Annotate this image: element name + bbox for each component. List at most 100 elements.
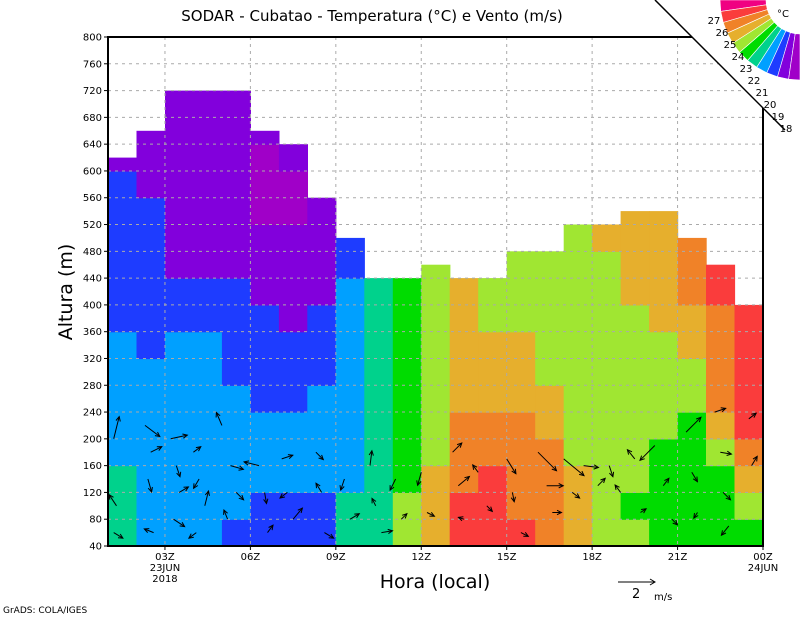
wind-arrow <box>546 483 565 489</box>
temperature-cell <box>165 438 195 467</box>
temperature-cell <box>250 304 280 333</box>
temperature-cell <box>535 251 565 279</box>
x-tick-label: 15Z <box>497 552 517 563</box>
temperature-cell <box>449 492 479 520</box>
temperature-cell <box>193 331 223 360</box>
temperature-cell <box>165 385 195 413</box>
wind-arrow-head <box>387 528 394 535</box>
wind-arrow <box>235 492 245 501</box>
temperature-cell <box>478 358 508 386</box>
temperature-cell <box>620 385 650 413</box>
wind-arrow <box>552 509 563 516</box>
wind-arrow <box>720 525 730 537</box>
temperature-cell <box>193 90 223 118</box>
temperature-cell <box>193 385 223 413</box>
wind-arrow-shaft <box>571 492 580 499</box>
wind-arrow-shaft <box>150 446 163 453</box>
wind-arrow-head <box>183 486 190 492</box>
wind-arrow <box>751 455 758 466</box>
temperature-cell <box>734 358 763 386</box>
temperature-cell <box>364 465 394 493</box>
wind-arrow-head <box>318 454 325 461</box>
wind-arrow-shaft <box>235 492 244 501</box>
temperature-cell <box>421 465 451 493</box>
x-tick-label: 09Z <box>326 552 346 563</box>
temperature-cell <box>136 278 166 306</box>
wind-reference-arrowhead <box>649 578 656 586</box>
temperature-cell <box>506 304 536 333</box>
wind-arrow <box>175 465 182 478</box>
wind-arrow-head <box>751 412 758 418</box>
temperature-cell <box>165 358 195 386</box>
temperature-cell <box>535 358 565 386</box>
temperature-cell <box>335 519 365 546</box>
temperature-cell <box>108 304 138 333</box>
temperature-cell <box>421 358 451 386</box>
temperature-cell <box>734 438 763 467</box>
colorbar-label: 27 <box>708 16 721 27</box>
temperature-cell <box>221 412 251 440</box>
wind-arrow-head <box>179 522 186 528</box>
wind-arrow <box>315 451 325 461</box>
wind-arrow-shaft <box>292 507 303 520</box>
x-tick-label: 00Z <box>753 552 773 563</box>
y-tick-label: 480 <box>83 247 102 258</box>
wind-arrow <box>204 489 210 506</box>
wind-arrow-head <box>339 485 345 492</box>
wind-arrow <box>389 478 397 492</box>
temperature-cell <box>165 412 195 440</box>
temperature-cell <box>221 304 251 333</box>
temperature-cell <box>421 492 451 520</box>
wind-arrow-shaft <box>315 451 324 460</box>
x-tick-label: 03Z <box>155 552 175 563</box>
temperature-cell <box>592 438 622 467</box>
wind-arrow-shaft <box>627 449 636 460</box>
wind-arrow <box>400 512 408 520</box>
wind-arrow-head <box>693 513 699 520</box>
wind-arrow-shaft <box>381 530 393 534</box>
temperature-cell <box>535 438 565 467</box>
temperature-cell <box>649 224 679 252</box>
colorbar-label: 25 <box>724 40 737 51</box>
wind-arrow-shaft <box>563 458 585 476</box>
wind-arrow-head <box>600 477 607 484</box>
wind-arrow-head <box>457 516 464 522</box>
wind-arrow <box>597 477 607 487</box>
temperature-cell <box>193 144 223 172</box>
temperature-cell <box>649 278 679 306</box>
wind-arrow-head <box>556 509 563 516</box>
wind-arrow-shaft <box>426 512 435 517</box>
temperature-cell <box>278 278 308 306</box>
wind-arrow <box>173 518 186 528</box>
temperature-cell <box>193 251 223 279</box>
temperature-cell <box>478 438 508 467</box>
temperature-cell <box>221 251 251 279</box>
wind-arrow-shaft <box>452 442 463 453</box>
wind-arrow <box>472 463 479 473</box>
wind-arrow-shaft <box>144 528 154 534</box>
temperature-cell <box>108 358 138 386</box>
temperature-cell <box>449 304 479 333</box>
temperature-cell <box>392 304 422 333</box>
y-tick-label: 640 <box>83 140 102 151</box>
temperature-cell <box>335 251 365 279</box>
temperature-cell <box>677 358 707 386</box>
wind-arrow-shaft <box>279 492 288 499</box>
wind-arrow <box>506 458 517 475</box>
temperature-cell <box>221 358 251 386</box>
temperature-cell <box>165 465 195 493</box>
wind-arrow-head <box>287 454 294 460</box>
temperature-cell <box>193 438 223 467</box>
temperature-cell <box>221 197 251 226</box>
wind-arrow <box>144 424 161 438</box>
temperature-cell <box>278 251 308 279</box>
temperature-cell <box>449 412 479 440</box>
temperature-cell <box>506 385 536 413</box>
temperature-cell <box>108 412 138 440</box>
y-tick-label: 280 <box>83 381 102 392</box>
temperature-cell <box>620 211 650 226</box>
wind-arrow <box>640 508 648 514</box>
wind-arrow <box>571 492 581 499</box>
temperature-cell <box>706 304 736 333</box>
